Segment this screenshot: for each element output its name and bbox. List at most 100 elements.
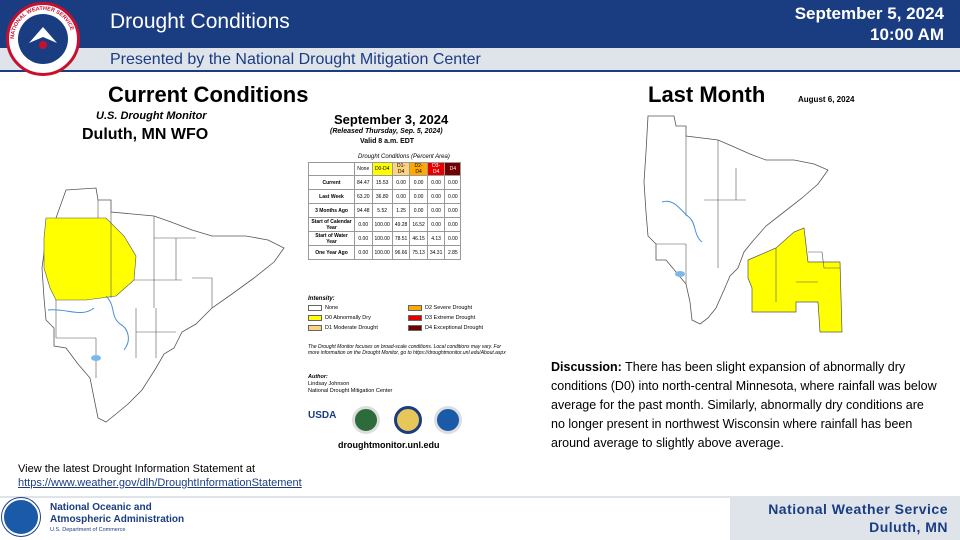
doc-seal-icon	[394, 406, 422, 434]
cell: 0.00	[409, 189, 428, 204]
table-row: 3 Months Ago 94.48 5.52 1.25 0.00 0.00 0…	[308, 203, 462, 218]
cell: 1.25	[391, 203, 411, 218]
cell: 0.00	[444, 231, 462, 246]
intensity-label: Intensity:	[308, 296, 335, 302]
author-org: National Drought Mitigation Center	[308, 388, 393, 394]
ndmc-logo-icon	[352, 406, 380, 434]
noaa-name: National Oceanic and Atmospheric Adminis…	[50, 502, 185, 525]
table-header-row: None D0-D4 D1-D4 D2-D4 D3-D4 D4	[308, 162, 462, 176]
cell: 34.31	[426, 245, 446, 260]
table-title: Drought Conditions (Percent Area)	[358, 154, 450, 160]
map-date: September 3, 2024	[334, 112, 449, 127]
statement-link-prefix: View the latest Drought Information Stat…	[18, 463, 256, 475]
monitor-title: U.S. Drought Monitor	[96, 110, 207, 122]
discussion-text: Discussion: There has been slight expans…	[551, 358, 941, 453]
cell: 0.00	[444, 175, 462, 190]
col-header: D1-D4	[391, 162, 411, 176]
row-label: One Year Ago	[308, 245, 355, 260]
table-row: Last Week 63.20 36.80 0.00 0.00 0.00 0.0…	[308, 189, 462, 204]
footer-bar	[730, 496, 960, 540]
drought-monitor-panel: U.S. Drought Monitor Duluth, MN WFO Sept…	[18, 108, 518, 460]
cell: 0.00	[391, 175, 411, 190]
last-month-heading: Last Month	[648, 82, 766, 107]
legend-item: D0 Abnormally Dry	[308, 315, 371, 321]
cell: 36.80	[371, 189, 393, 204]
row-label: 3 Months Ago	[308, 203, 355, 218]
legend-item: D4 Exceptional Drought	[408, 325, 483, 331]
statement-link[interactable]: https://www.weather.gov/dlh/DroughtInfor…	[18, 477, 302, 489]
author-block: Author: Lindsay Johnson National Drought…	[308, 374, 392, 395]
nws-footer-text: National Weather Service Duluth, MN	[768, 501, 948, 535]
row-label: Start of Calendar Year	[308, 217, 355, 232]
cell: 100.00	[371, 231, 393, 246]
cell: 0.00	[444, 217, 462, 232]
date-text: September 5, 2024	[794, 4, 944, 23]
cell: 94.48	[354, 203, 373, 218]
released-date: (Released Thursday, Sep. 5, 2024)	[330, 128, 443, 135]
partner-logos: USDA	[308, 406, 488, 436]
cell: 46.15	[409, 231, 428, 246]
cell: 0.00	[354, 245, 373, 260]
discussion-label: Discussion:	[551, 360, 622, 374]
cell: 0.00	[409, 175, 428, 190]
legend-item: D3 Extreme Drought	[408, 315, 475, 321]
cell: 15.53	[371, 175, 393, 190]
discussion-body: There has been slight expansion of abnor…	[551, 360, 937, 450]
cell: 0.00	[426, 217, 446, 232]
table-row: Current 84.47 15.53 0.00 0.00 0.00 0.00	[308, 175, 462, 190]
cell: 96.66	[391, 245, 411, 260]
current-conditions-heading: Current Conditions	[108, 82, 309, 107]
table-row: Start of Calendar Year 0.00 100.00 49.28…	[308, 217, 462, 232]
cell: 0.00	[391, 189, 411, 204]
monitor-note: The Drought Monitor focuses on broad-sca…	[308, 344, 506, 356]
current-drought-map	[41, 187, 285, 423]
col-header: D0-D4	[371, 162, 393, 176]
col-header: D4	[444, 162, 462, 176]
monitor-url: droughtmonitor.unl.edu	[338, 440, 440, 450]
cell: 0.00	[426, 203, 446, 218]
cell: 5.52	[371, 203, 393, 218]
subtitle: Presented by the National Drought Mitiga…	[110, 51, 481, 68]
valid-time: Valid 8 a.m. EDT	[360, 138, 415, 145]
region-title: Duluth, MN WFO	[82, 126, 209, 143]
legend-item: None	[308, 305, 338, 311]
legend-item: D2 Severe Drought	[408, 305, 472, 311]
row-label: Current	[308, 175, 355, 190]
cell: 0.00	[444, 189, 462, 204]
col-header: D2-D4	[409, 162, 428, 176]
author-name: Lindsay Johnson	[308, 381, 350, 387]
cell: 75.13	[409, 245, 428, 260]
time-text: 10:00 AM	[869, 25, 944, 44]
cell: 0.00	[444, 203, 462, 218]
drought-stats-table: None D0-D4 D1-D4 D2-D4 D3-D4 D4 Current …	[308, 162, 462, 260]
cell: 4.13	[426, 231, 446, 246]
col-header: D3-D4	[426, 162, 446, 176]
cell: 63.20	[354, 189, 373, 204]
noaa-subtext: U.S. Department of Commerce	[50, 527, 126, 533]
subheader-bar: Presented by the National Drought Mitiga…	[0, 48, 960, 72]
table-row: Start of Water Year 0.00 100.00 78.51 46…	[308, 231, 462, 246]
cell: 0.00	[426, 175, 446, 190]
row-label: Start of Water Year	[308, 231, 355, 246]
nws-logo: NATIONAL WEATHER SERVICE	[6, 2, 80, 76]
cell: 49.28	[391, 217, 411, 232]
legend-item: D1 Moderate Drought	[308, 325, 378, 331]
last-month-drought-map	[643, 115, 843, 333]
table-row: One Year Ago 0.00 100.00 96.66 75.13 34.…	[308, 245, 462, 260]
noaa-footer-logo-icon	[2, 498, 40, 536]
cell: 2.85	[444, 245, 462, 260]
statement-link-block: View the latest Drought Information Stat…	[18, 462, 302, 490]
cell: 78.51	[391, 231, 411, 246]
cell: 84.47	[354, 175, 373, 190]
date-time: September 5, 2024 10:00 AM	[795, 3, 944, 45]
author-label: Author:	[308, 374, 328, 380]
last-month-date: August 6, 2024	[798, 95, 855, 104]
header-bar: Drought Conditions September 5, 2024 10:…	[0, 0, 960, 48]
col-header: None	[354, 162, 373, 176]
page-title: Drought Conditions	[110, 10, 290, 33]
cell: 100.00	[371, 217, 393, 232]
row-label: Last Week	[308, 189, 355, 204]
cell: 0.00	[354, 217, 373, 232]
cell: 0.00	[409, 203, 428, 218]
cell: 0.00	[426, 189, 446, 204]
